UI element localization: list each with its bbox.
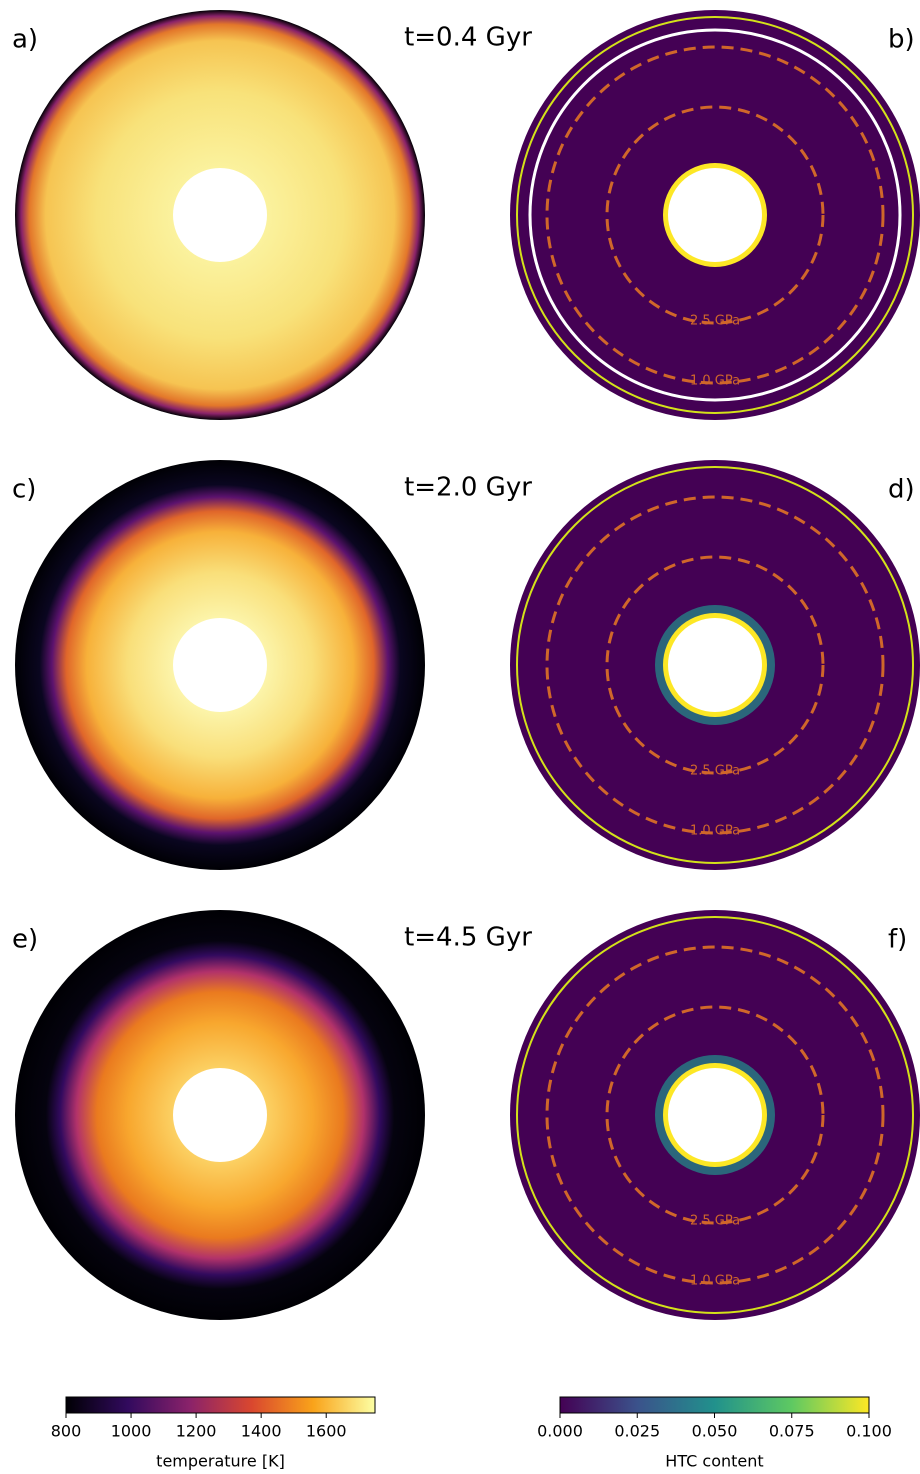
surface-layer: [516, 466, 914, 864]
panel-label: b): [888, 25, 915, 55]
colorbar-tick-label: 0.075: [769, 1422, 815, 1441]
pressure-contour: [605, 555, 825, 775]
colorbar-label: temperature [K]: [156, 1452, 285, 1471]
time-label: t=0.4 Gyr: [404, 23, 532, 53]
colorbar-tick-label: 1400: [241, 1422, 282, 1441]
colorbar-tick-label: 0.100: [846, 1422, 892, 1441]
pressure-label: 2.5 GPa: [690, 1214, 740, 1229]
core: [668, 1068, 762, 1162]
pressure-contour: [545, 45, 885, 385]
colorbar-tick-label: 0.025: [614, 1422, 660, 1441]
surface-layer: [516, 916, 914, 1314]
pressure-label: 1.0 GPa: [690, 1274, 740, 1289]
core: [173, 618, 267, 712]
core: [668, 168, 762, 262]
colorbar-label: HTC content: [665, 1452, 763, 1471]
pressure-contour: [545, 495, 885, 835]
colorbar-tick-label: 1000: [111, 1422, 152, 1441]
panel-label: f): [888, 925, 907, 955]
panel-label: c): [12, 475, 36, 505]
panel-label: d): [888, 475, 915, 505]
pressure-contour: [605, 105, 825, 325]
colorbar-tick-label: 0.000: [537, 1422, 583, 1441]
panel-label: a): [12, 25, 38, 55]
colorbar-tick-label: 800: [51, 1422, 82, 1441]
colorbar-tick-label: 1600: [306, 1422, 347, 1441]
melt-contour: [528, 28, 902, 402]
pressure-contour: [545, 945, 885, 1285]
colorbar: [65, 1396, 376, 1414]
time-label: t=4.5 Gyr: [404, 923, 532, 953]
core: [668, 618, 762, 712]
core: [173, 1068, 267, 1162]
pressure-label: 1.0 GPa: [690, 374, 740, 389]
pressure-contour: [605, 1005, 825, 1225]
panel-label: e): [12, 925, 38, 955]
colorbar: [559, 1396, 870, 1414]
pressure-label: 2.5 GPa: [690, 314, 740, 329]
pressure-label: 1.0 GPa: [690, 824, 740, 839]
pressure-label: 2.5 GPa: [690, 764, 740, 779]
time-label: t=2.0 Gyr: [404, 473, 532, 503]
core: [173, 168, 267, 262]
surface-layer: [516, 16, 914, 414]
colorbar-tick-label: 1200: [176, 1422, 217, 1441]
colorbar-tick-label: 0.050: [692, 1422, 738, 1441]
